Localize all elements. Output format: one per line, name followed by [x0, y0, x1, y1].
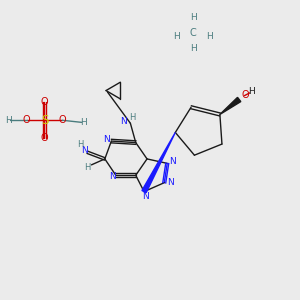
Text: O: O — [41, 98, 48, 107]
Text: C: C — [190, 28, 196, 38]
Text: H: H — [249, 87, 255, 96]
Text: H: H — [84, 163, 90, 172]
Text: H: H — [190, 13, 196, 22]
Text: H: H — [173, 32, 180, 41]
Text: O: O — [41, 133, 48, 143]
Text: H: H — [130, 113, 136, 122]
Polygon shape — [220, 98, 241, 114]
Text: N: N — [167, 178, 174, 187]
Text: O: O — [241, 90, 249, 100]
Text: N: N — [142, 193, 149, 202]
Text: H: H — [77, 140, 83, 149]
Text: H: H — [80, 118, 86, 127]
Text: H: H — [206, 32, 213, 41]
Text: H: H — [5, 116, 12, 125]
Text: N: N — [121, 117, 127, 126]
Text: N: N — [169, 158, 176, 166]
Text: O: O — [58, 115, 66, 125]
Text: H: H — [190, 44, 196, 53]
Polygon shape — [142, 132, 175, 193]
Text: S: S — [41, 114, 48, 127]
Text: N: N — [109, 172, 116, 181]
Text: N: N — [81, 146, 87, 155]
Text: O: O — [23, 115, 31, 125]
Text: N: N — [103, 135, 110, 144]
